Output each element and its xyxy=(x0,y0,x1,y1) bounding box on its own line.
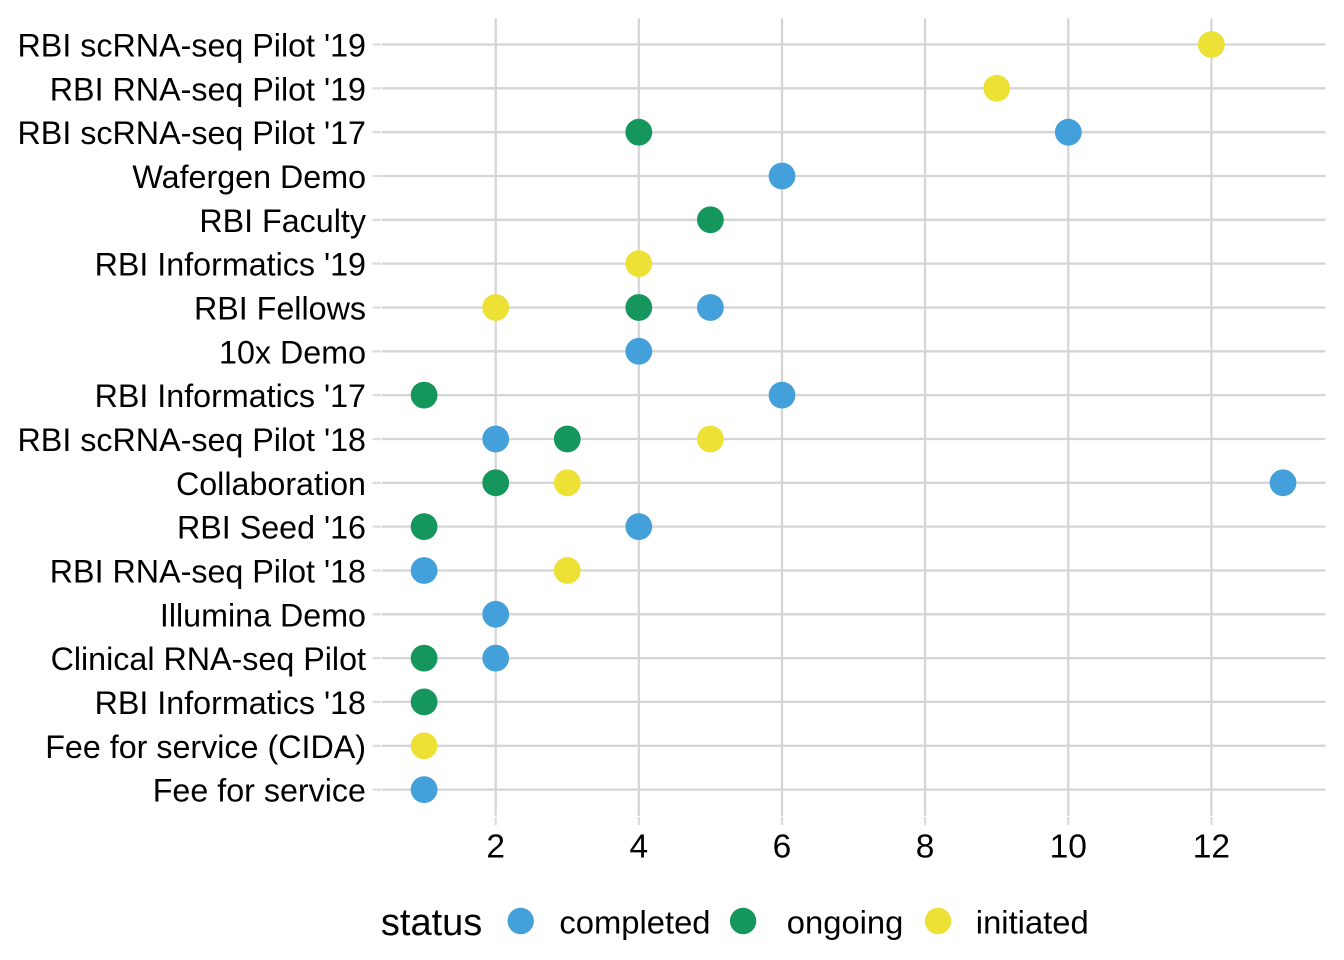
svg-text:RBI scRNA-seq Pilot '17: RBI scRNA-seq Pilot '17 xyxy=(18,115,366,151)
svg-text:initiated: initiated xyxy=(976,903,1089,940)
svg-text:RBI Seed '16: RBI Seed '16 xyxy=(177,510,366,546)
svg-text:Clinical RNA-seq Pilot: Clinical RNA-seq Pilot xyxy=(51,641,366,677)
svg-text:Fee for service (CIDA): Fee for service (CIDA) xyxy=(45,729,366,765)
svg-text:ongoing: ongoing xyxy=(787,903,904,940)
svg-text:Collaboration: Collaboration xyxy=(176,466,366,502)
svg-text:10: 10 xyxy=(1050,829,1087,866)
svg-text:Fee for service: Fee for service xyxy=(153,773,366,809)
svg-text:4: 4 xyxy=(629,829,648,866)
svg-text:8: 8 xyxy=(916,829,935,866)
svg-text:RBI Faculty: RBI Faculty xyxy=(199,203,367,239)
svg-text:RBI RNA-seq Pilot '19: RBI RNA-seq Pilot '19 xyxy=(50,71,366,107)
svg-text:RBI Informatics '17: RBI Informatics '17 xyxy=(95,378,366,414)
svg-text:completed: completed xyxy=(559,903,710,940)
svg-text:RBI Fellows: RBI Fellows xyxy=(194,291,366,327)
svg-text:10x Demo: 10x Demo xyxy=(219,334,366,370)
svg-text:RBI Informatics '19: RBI Informatics '19 xyxy=(95,247,366,283)
svg-text:RBI scRNA-seq Pilot '18: RBI scRNA-seq Pilot '18 xyxy=(18,422,366,458)
svg-text:Wafergen Demo: Wafergen Demo xyxy=(132,159,366,195)
svg-text:RBI scRNA-seq Pilot '19: RBI scRNA-seq Pilot '19 xyxy=(18,28,366,64)
svg-text:status: status xyxy=(381,902,482,944)
svg-text:2: 2 xyxy=(486,829,505,866)
svg-text:RBI RNA-seq Pilot '18: RBI RNA-seq Pilot '18 xyxy=(50,554,366,590)
svg-text:12: 12 xyxy=(1193,829,1230,866)
svg-text:Illumina Demo: Illumina Demo xyxy=(160,597,366,633)
svg-text:6: 6 xyxy=(773,829,792,866)
svg-text:RBI Informatics '18: RBI Informatics '18 xyxy=(95,685,366,721)
